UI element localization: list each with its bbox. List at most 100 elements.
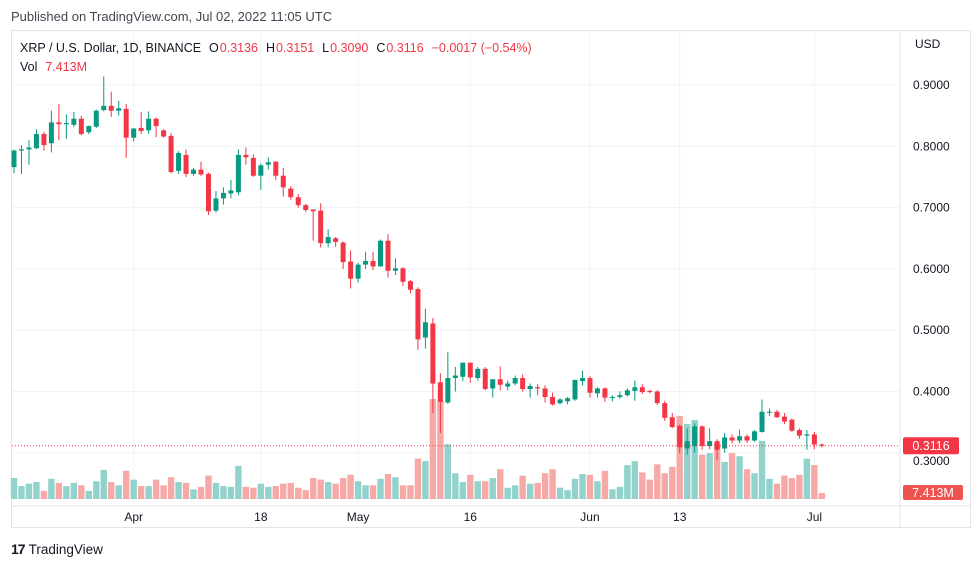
low-value: 0.3090 (330, 41, 369, 55)
volume-bar (160, 485, 167, 499)
volume-bar (594, 481, 601, 499)
candle-body (108, 105, 114, 111)
last-price-value: 0.3116 (912, 439, 949, 453)
volume-bar (287, 482, 294, 499)
volume-bar (55, 482, 63, 499)
volume-bar (788, 478, 796, 499)
candle-body (33, 134, 39, 149)
volume-bar (242, 486, 250, 499)
candle-body (707, 441, 713, 447)
volume-bar (676, 415, 683, 499)
candle-body (609, 397, 615, 399)
ohlc-row: XRP / U.S. Dollar, 1D, BINANCE O0.3136 H… (20, 39, 533, 58)
candle-body (310, 209, 316, 212)
candle-body (527, 385, 533, 390)
candle-body (71, 118, 77, 125)
candle-body (452, 375, 458, 379)
volume-bar (377, 478, 384, 499)
volume-bar (751, 473, 758, 499)
volume-bar (152, 479, 160, 499)
candle-body (520, 378, 526, 390)
candle-body (295, 197, 301, 206)
volume-bar (564, 490, 571, 499)
volume-bar (63, 486, 70, 499)
candle-body (123, 108, 129, 138)
volume-bar (302, 490, 309, 499)
volume-bar (227, 486, 235, 499)
candle-body (176, 153, 182, 171)
candle-body (737, 436, 743, 441)
volume-bar (534, 482, 541, 499)
tradingview-logo[interactable]: 17 TradingView (11, 541, 103, 557)
volume-bar (212, 482, 220, 499)
candle-body (41, 134, 47, 146)
candle-body (744, 436, 750, 441)
price-tick-label: 0.5000 (913, 323, 950, 337)
volume-bar (85, 490, 92, 499)
candle-body (759, 411, 765, 432)
candle-body (318, 210, 324, 244)
candle-body (557, 399, 563, 404)
candle-body (370, 260, 376, 267)
symbol-label[interactable]: XRP / U.S. Dollar, 1D, BINANCE (20, 41, 202, 55)
candle-body (475, 368, 481, 379)
candle-body (512, 378, 518, 384)
time-tick-label: May (347, 510, 370, 524)
volume-bar (123, 470, 130, 499)
candle-body (161, 130, 167, 137)
candle-body (228, 190, 234, 194)
candle-body (205, 173, 211, 212)
candle-body (78, 118, 84, 135)
candle-body (48, 122, 54, 144)
candle-body (18, 149, 24, 151)
published-caption: Published on TradingView.com, Jul 02, 20… (11, 9, 333, 24)
candle-body (565, 398, 571, 402)
candle-body (363, 260, 369, 265)
volume-bar (639, 472, 646, 499)
candle-body (415, 289, 421, 340)
volume-bar (459, 482, 466, 499)
volume-bar (137, 486, 145, 499)
volume-bar (511, 485, 519, 499)
volume-bar (773, 483, 781, 499)
candle-body (804, 434, 810, 436)
candle-body (303, 205, 309, 211)
volume-bar (93, 481, 100, 499)
candle-body (333, 238, 339, 242)
time-tick-label: Apr (124, 510, 143, 524)
candle-body (355, 264, 361, 279)
volume-bar (295, 487, 302, 499)
candle-body (280, 175, 286, 188)
candle-body (766, 411, 772, 413)
volume-bar (384, 474, 392, 499)
volume-bars (10, 399, 826, 499)
candle-body (116, 108, 122, 111)
time-tick-label: 16 (464, 510, 478, 524)
candle-body (542, 388, 548, 398)
candle-body (550, 397, 556, 405)
volume-bar (197, 486, 205, 499)
candle-body (26, 147, 32, 150)
candle-body (153, 118, 159, 127)
candle-body (669, 417, 675, 428)
last-volume-badge (903, 485, 963, 500)
candle-body (624, 390, 630, 396)
candle-body (250, 157, 256, 176)
volume-bar (489, 478, 496, 499)
volume-bar (18, 486, 25, 499)
price-tick-label: 0.9000 (913, 78, 950, 92)
volume-bar (414, 458, 422, 499)
candle-body (422, 322, 428, 338)
candle-body (131, 128, 137, 138)
candle-body (632, 387, 638, 391)
volume-bar (541, 473, 549, 499)
candle-body (752, 431, 758, 441)
price-tick-label: 0.7000 (913, 201, 950, 215)
volume-bar (646, 479, 653, 499)
close-value: 0.3116 (386, 41, 424, 55)
volume-bar (220, 486, 227, 499)
volume-bar (10, 478, 18, 499)
candle-body (497, 379, 503, 385)
candle-body (617, 395, 623, 398)
